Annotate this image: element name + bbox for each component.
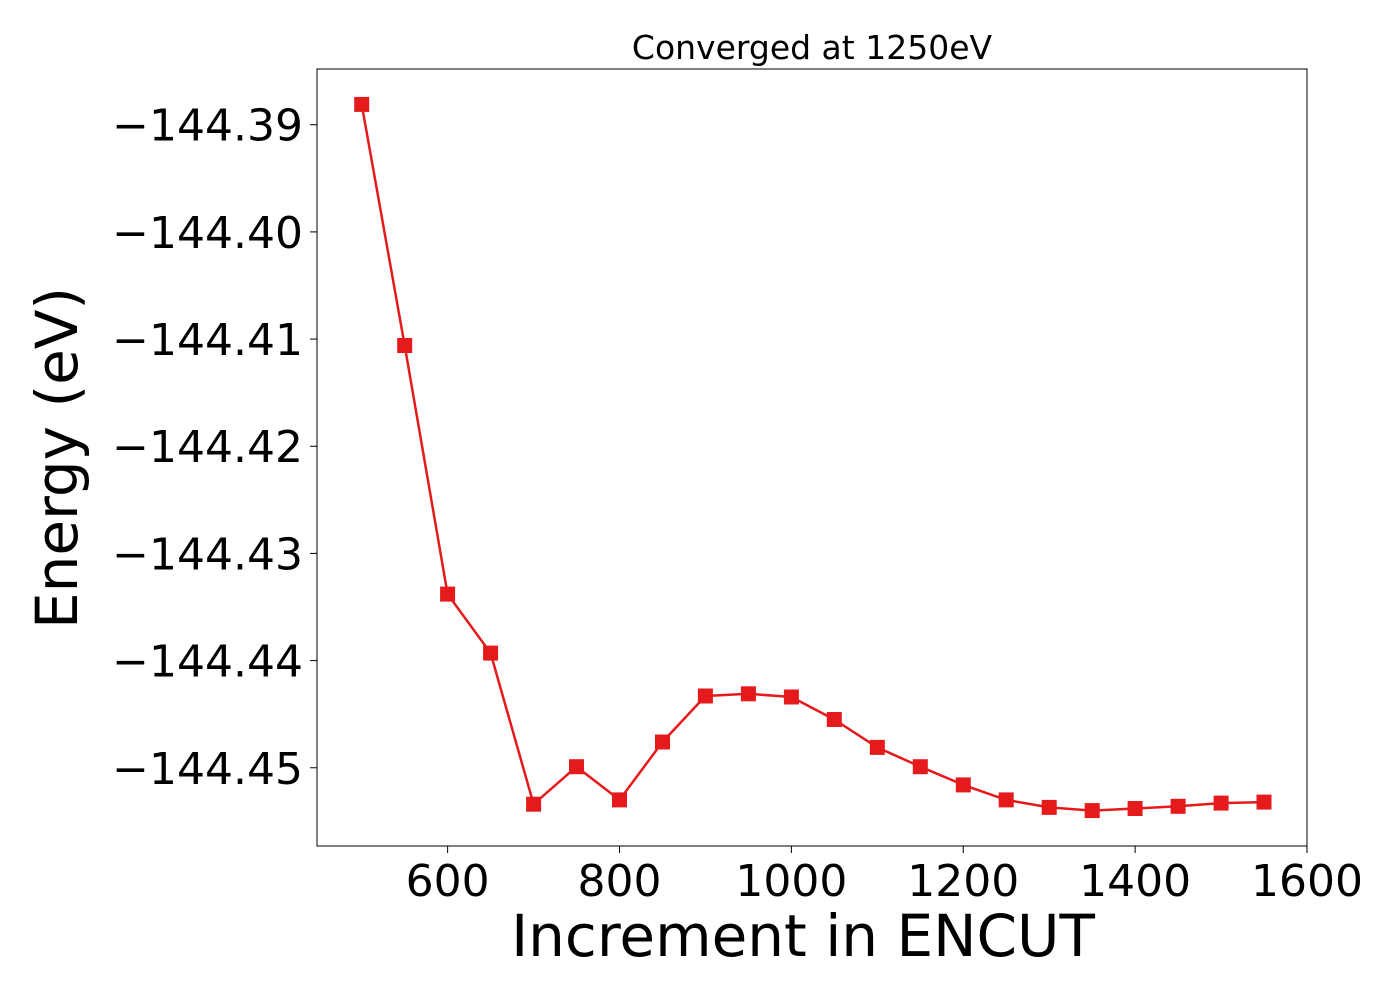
data-point-marker bbox=[612, 792, 627, 808]
data-point-marker bbox=[569, 759, 584, 775]
data-point-marker bbox=[998, 792, 1014, 808]
data-point-marker bbox=[826, 712, 842, 727]
data-point-marker bbox=[1170, 798, 1186, 814]
y-tick-label: −144.44 bbox=[112, 637, 303, 688]
data-point-marker bbox=[1127, 801, 1143, 816]
data-point-marker bbox=[397, 338, 413, 353]
x-axis-title: Increment in ENCUT bbox=[511, 902, 1095, 970]
x-tick-label: 1400 bbox=[1079, 856, 1191, 907]
x-axis: 600 800 1000 1200 1400 1600 bbox=[406, 846, 1363, 907]
series-line bbox=[360, 104, 1265, 812]
x-tick-label: 600 bbox=[406, 856, 490, 907]
x-tick-label: 1200 bbox=[907, 856, 1019, 907]
data-point-marker bbox=[783, 689, 799, 705]
x-tick-label: 800 bbox=[578, 856, 662, 907]
y-axis: −144.39 −144.40 −144.41 −144.42 −144.43 −144.… bbox=[112, 101, 317, 795]
data-point-marker bbox=[483, 645, 499, 661]
x-tick-label: 1600 bbox=[1251, 856, 1363, 907]
x-tick-label: 1000 bbox=[735, 856, 847, 907]
data-point-marker bbox=[1084, 803, 1100, 819]
y-tick-label: −144.41 bbox=[112, 315, 303, 366]
y-tick-label: −144.39 bbox=[112, 101, 303, 152]
data-point-marker bbox=[740, 686, 756, 702]
data-point-marker bbox=[354, 96, 370, 112]
data-point-marker bbox=[1256, 794, 1272, 810]
data-point-marker bbox=[955, 777, 971, 793]
data-point-marker bbox=[655, 734, 670, 750]
y-tick-label: −144.43 bbox=[112, 529, 303, 580]
data-point-marker bbox=[526, 796, 542, 812]
data-point-marker bbox=[912, 759, 928, 775]
data-point-marker bbox=[1213, 795, 1229, 811]
series-layer bbox=[354, 96, 1272, 819]
y-tick-label: −144.42 bbox=[112, 422, 303, 473]
chart-title: Converged at 1250eV bbox=[632, 28, 993, 67]
data-point-marker bbox=[697, 688, 713, 704]
data-point-marker bbox=[869, 739, 885, 755]
data-point-marker bbox=[440, 586, 456, 602]
y-tick-label: −144.40 bbox=[112, 208, 303, 259]
data-point-marker bbox=[1041, 799, 1057, 815]
y-tick-label: −144.45 bbox=[112, 744, 303, 795]
plot-area-frame bbox=[316, 68, 1308, 847]
y-axis-title: Energy (eV) bbox=[23, 287, 91, 629]
